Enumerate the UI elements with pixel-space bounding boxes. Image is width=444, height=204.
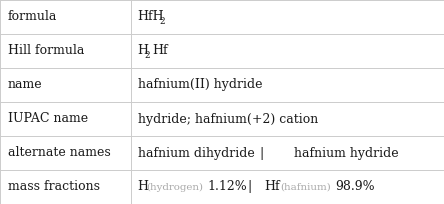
Text: mass fractions: mass fractions [8,181,100,194]
Text: HfH: HfH [138,10,164,23]
Text: hydride; hafnium(+2) cation: hydride; hafnium(+2) cation [138,112,318,125]
Text: hafnium hydride: hafnium hydride [293,146,398,160]
Text: 1.12%: 1.12% [207,181,247,194]
Text: (hafnium): (hafnium) [280,183,331,192]
Text: hafnium(II) hydride: hafnium(II) hydride [138,79,262,92]
Text: |: | [248,146,276,160]
Text: |: | [248,181,252,194]
Text: name: name [8,79,43,92]
Text: 98.9%: 98.9% [336,181,375,194]
Text: H: H [138,44,149,58]
Text: formula: formula [8,10,57,23]
Text: alternate names: alternate names [8,146,111,160]
Text: H: H [138,181,149,194]
Text: (hydrogen): (hydrogen) [147,182,203,192]
Text: hafnium dihydride: hafnium dihydride [138,146,254,160]
Text: Hf: Hf [265,181,280,194]
Text: Hf: Hf [152,44,168,58]
Text: Hill formula: Hill formula [8,44,84,58]
Text: 2: 2 [145,51,151,60]
Text: IUPAC name: IUPAC name [8,112,88,125]
Text: 2: 2 [159,17,165,26]
